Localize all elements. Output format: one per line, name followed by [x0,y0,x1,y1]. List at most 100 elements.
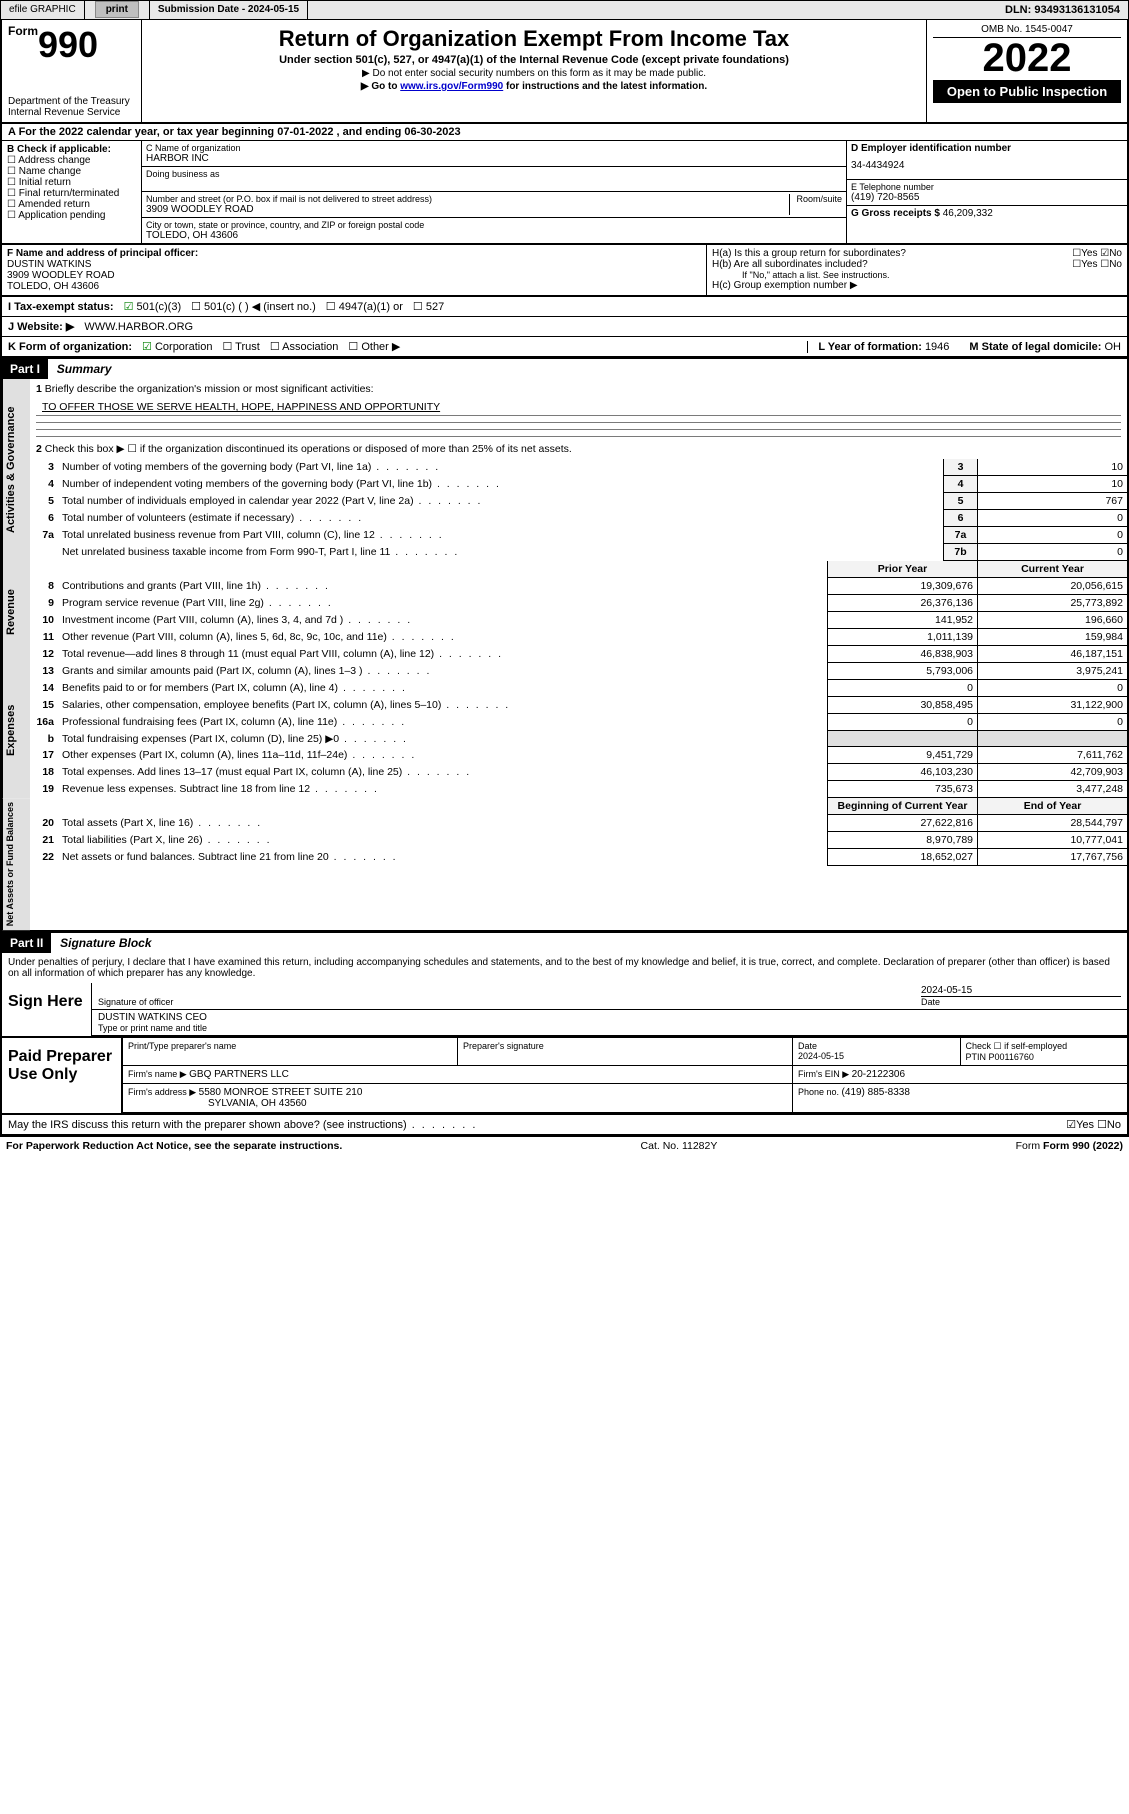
line-11: 11Other revenue (Part VIII, column (A), … [30,629,1127,646]
col-b-title: B Check if applicable: [7,144,136,155]
line1-label: Briefly describe the organization's miss… [45,383,374,395]
chk-address[interactable]: Address change [7,155,136,166]
date-label: Date [921,996,1121,1007]
org-name: HARBOR INC [146,153,842,164]
line-: Net unrelated business taxable income fr… [30,544,1127,561]
website: WWW.HARBOR.ORG [84,321,193,333]
irs-link[interactable]: www.irs.gov/Form990 [400,81,503,92]
footer-mid: Cat. No. 11282Y [641,1140,718,1152]
part-i-bar: Part I Summary [0,358,1129,379]
street-address: 3909 WOODLEY ROAD [146,204,789,215]
line-19: 19Revenue less expenses. Subtract line 1… [30,781,1127,798]
line-18: 18Total expenses. Add lines 13–17 (must … [30,764,1127,781]
footer-right: Form Form 990 (2022) [1016,1140,1123,1152]
chk-corp[interactable]: Corporation [142,340,212,353]
department: Department of the Treasury Internal Reve… [8,96,135,118]
line-10: 10Investment income (Part VIII, column (… [30,612,1127,629]
line-21: 21Total liabilities (Part X, line 26) 8,… [30,832,1127,849]
line2-label: Check this box ▶ ☐ if the organization d… [45,443,572,455]
h-c: H(c) Group exemption number ▶ [712,280,1122,291]
chk-name[interactable]: Name change [7,166,136,177]
jurat: Under penalties of perjury, I declare th… [2,953,1127,983]
hdr-end: End of Year [977,798,1127,815]
submission-date: Submission Date - 2024-05-15 [150,1,308,19]
org-name-label: C Name of organization [146,143,842,153]
h-b: H(b) Are all subordinates included? ☐Yes… [712,259,1122,270]
state-domicile: M State of legal domicile: OH [969,341,1121,353]
chk-501c3[interactable]: 501(c)(3) [124,300,182,313]
chk-initial[interactable]: Initial return [7,177,136,188]
chk-501c[interactable]: 501(c) ( ) ◀ (insert no.) [191,300,316,313]
discuss-answer: ☑Yes ☐No [1066,1118,1121,1131]
sign-here: Sign Here [2,983,92,1036]
chk-4947[interactable]: 4947(a)(1) or [326,300,403,313]
hdr-beginning: Beginning of Current Year [827,798,977,815]
website-row: J Website: ▶ WWW.HARBOR.ORG [0,317,1129,337]
ptin: P00116760 [989,1052,1034,1062]
firm-addr: 5580 MONROE STREET SUITE 210 [199,1087,363,1098]
phone: (419) 720-8565 [851,192,1123,203]
part-ii-bar: Part II Signature Block [0,932,1129,953]
line-6: 6Total number of volunteers (estimate if… [30,510,1127,527]
discuss-row: May the IRS discuss this return with the… [0,1115,1129,1136]
line-16a: 16aProfessional fundraising fees (Part I… [30,714,1127,731]
chk-trust[interactable]: Trust [222,340,259,353]
efile-topbar: efile GRAPHIC print Submission Date - 20… [0,0,1129,20]
line-15: 15Salaries, other compensation, employee… [30,697,1127,714]
vtab-netassets: Net Assets or Fund Balances [2,798,30,930]
dln: DLN: 93493136131054 [997,1,1128,19]
city-state-zip: TOLEDO, OH 43606 [146,230,842,241]
tax-period: A For the 2022 calendar year, or tax yea… [0,124,1129,140]
line-8: 8Contributions and grants (Part VIII, li… [30,578,1127,595]
year-formation: L Year of formation: 1946 [818,341,949,353]
paid-preparer: Paid Preparer Use Only Print/Type prepar… [0,1038,1129,1115]
line-17: 17Other expenses (Part IX, column (A), l… [30,747,1127,764]
sig-officer-label: Signature of officer [98,985,921,1007]
room-label: Room/suite [789,194,842,215]
firm-ein: 20-2122306 [852,1069,905,1080]
chk-amended[interactable]: Amended return [7,199,136,210]
officer-printed: DUSTIN WATKINS CEO [98,1012,1121,1023]
line-12: 12Total revenue—add lines 8 through 11 (… [30,646,1127,663]
ssn-note: ▶ Do not enter social security numbers o… [148,68,920,79]
open-to-public: Open to Public Inspection [933,80,1121,103]
vtab-expenses: Expenses [2,663,30,798]
form-header: Form990 Department of the Treasury Inter… [0,20,1129,124]
chk-assoc[interactable]: Association [270,340,339,353]
goto-note: ▶ Go to www.irs.gov/Form990 for instruct… [148,81,920,92]
chk-pending[interactable]: Application pending [7,210,136,221]
line-14: 14Benefits paid to or for members (Part … [30,680,1127,697]
ein-label: D Employer identification number [851,143,1123,154]
prep-h1: Print/Type preparer's name [122,1038,457,1065]
officer-group-block: F Name and address of principal officer:… [0,245,1129,297]
print-button[interactable]: print [95,1,139,18]
part-i-body: Activities & Governance 1 Briefly descri… [0,379,1129,932]
sig-date: 2024-05-15 [921,985,1121,996]
form-title: Return of Organization Exempt From Incom… [148,26,920,52]
prep-date: 2024-05-15 [798,1051,844,1061]
signature-block: Under penalties of perjury, I declare th… [0,953,1129,1038]
line-4: 4Number of independent voting members of… [30,476,1127,493]
officer-city: TOLEDO, OH 43606 [7,281,701,292]
vtab-governance: Activities & Governance [2,379,30,561]
tax-exempt-row: I Tax-exempt status: 501(c)(3) 501(c) ( … [0,297,1129,317]
vtab-revenue: Revenue [2,561,30,663]
line-9: 9Program service revenue (Part VIII, lin… [30,595,1127,612]
mission: TO OFFER THOSE WE SERVE HEALTH, HOPE, HA… [36,399,1121,416]
officer-name: DUSTIN WATKINS [7,259,701,270]
ein: 34-4434924 [851,154,1123,177]
chk-527[interactable]: 527 [413,300,444,313]
addr-label: Number and street (or P.O. box if mail i… [146,194,789,204]
gross-label: G Gross receipts $ [851,208,943,219]
chk-final[interactable]: Final return/terminated [7,188,136,199]
line-3: 3Number of voting members of the governi… [30,459,1127,476]
phone-label: E Telephone number [851,182,1123,192]
firm-city: SYLVANIA, OH 43560 [128,1098,787,1109]
chk-other[interactable]: Other ▶ [348,340,400,353]
line-7a: 7aTotal unrelated business revenue from … [30,527,1127,544]
h-a: H(a) Is this a group return for subordin… [712,248,1122,259]
prep-h2: Preparer's signature [457,1038,792,1065]
line-5: 5Total number of individuals employed in… [30,493,1127,510]
line-b: bTotal fundraising expenses (Part IX, co… [30,731,1127,747]
line-22: 22Net assets or fund balances. Subtract … [30,849,1127,866]
